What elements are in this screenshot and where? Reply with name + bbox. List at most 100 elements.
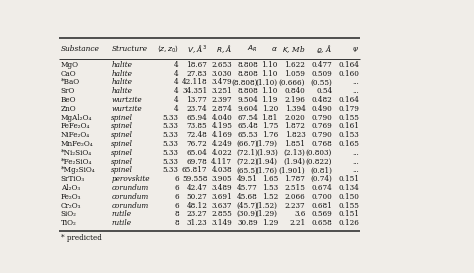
Text: ...: ... bbox=[352, 87, 359, 95]
Text: 3.030: 3.030 bbox=[212, 70, 232, 78]
Text: ...: ... bbox=[352, 166, 359, 174]
Text: 9.504: 9.504 bbox=[237, 96, 258, 104]
Text: corundum: corundum bbox=[111, 201, 149, 209]
Text: 0.790: 0.790 bbox=[311, 131, 332, 139]
Text: 1.53: 1.53 bbox=[262, 184, 278, 192]
Text: BeO: BeO bbox=[61, 96, 76, 104]
Text: corundum: corundum bbox=[111, 184, 149, 192]
Text: 1.52: 1.52 bbox=[262, 193, 278, 201]
Text: 5.33: 5.33 bbox=[163, 166, 179, 174]
Text: 1.622: 1.622 bbox=[284, 61, 305, 69]
Text: 6: 6 bbox=[174, 184, 179, 192]
Text: 1.65: 1.65 bbox=[262, 175, 278, 183]
Text: Substance: Substance bbox=[61, 45, 100, 53]
Text: (65.5): (65.5) bbox=[236, 166, 258, 174]
Text: 0.165: 0.165 bbox=[338, 140, 359, 148]
Text: 8.808: 8.808 bbox=[237, 87, 258, 95]
Text: 1.10: 1.10 bbox=[262, 87, 278, 95]
Text: 1.75: 1.75 bbox=[262, 122, 278, 130]
Text: spinel: spinel bbox=[111, 114, 133, 122]
Text: 73.85: 73.85 bbox=[187, 122, 207, 130]
Text: 4: 4 bbox=[174, 87, 179, 95]
Text: Fe₂O₃: Fe₂O₃ bbox=[61, 193, 81, 201]
Text: 1.823: 1.823 bbox=[284, 131, 305, 139]
Text: Cr₂O₃: Cr₂O₃ bbox=[61, 201, 81, 209]
Text: SrO: SrO bbox=[61, 87, 75, 95]
Text: (1.10): (1.10) bbox=[255, 79, 278, 87]
Text: 0.164: 0.164 bbox=[338, 96, 359, 104]
Text: 1.10: 1.10 bbox=[262, 61, 278, 69]
Text: SiO₂: SiO₂ bbox=[61, 210, 77, 218]
Text: (1.94): (1.94) bbox=[283, 158, 305, 166]
Text: 0.160: 0.160 bbox=[338, 70, 359, 78]
Text: (30.9): (30.9) bbox=[236, 210, 258, 218]
Text: 0.150: 0.150 bbox=[338, 193, 359, 201]
Text: 8.808: 8.808 bbox=[237, 61, 258, 69]
Text: halite: halite bbox=[111, 61, 132, 69]
Text: 2.855: 2.855 bbox=[211, 210, 232, 218]
Text: 1.20: 1.20 bbox=[262, 105, 278, 113]
Text: 1.10: 1.10 bbox=[262, 70, 278, 78]
Text: 2.066: 2.066 bbox=[284, 193, 305, 201]
Text: 3.489: 3.489 bbox=[212, 184, 232, 192]
Text: 42.47: 42.47 bbox=[187, 184, 207, 192]
Text: 48.12: 48.12 bbox=[186, 201, 207, 209]
Text: (0.666): (0.666) bbox=[279, 79, 305, 87]
Text: rutile: rutile bbox=[111, 219, 131, 227]
Text: spinel: spinel bbox=[111, 122, 133, 130]
Text: (0.822): (0.822) bbox=[306, 158, 332, 166]
Text: 1.059: 1.059 bbox=[284, 70, 305, 78]
Text: (0.81): (0.81) bbox=[310, 166, 332, 174]
Text: 2.653: 2.653 bbox=[212, 61, 232, 69]
Text: 45.77: 45.77 bbox=[237, 184, 258, 192]
Text: (1.94): (1.94) bbox=[256, 158, 278, 166]
Text: TiO₂: TiO₂ bbox=[61, 219, 77, 227]
Text: 0.674: 0.674 bbox=[311, 184, 332, 192]
Text: 5.33: 5.33 bbox=[163, 122, 179, 130]
Text: 2.874: 2.874 bbox=[211, 105, 232, 113]
Text: 0.179: 0.179 bbox=[338, 105, 359, 113]
Text: 23.27: 23.27 bbox=[187, 210, 207, 218]
Text: 0.769: 0.769 bbox=[311, 122, 332, 130]
Text: MnFe₂O₄: MnFe₂O₄ bbox=[61, 140, 93, 148]
Text: 0.161: 0.161 bbox=[338, 122, 359, 130]
Text: (72.1): (72.1) bbox=[236, 149, 258, 157]
Text: $K$, Mb: $K$, Mb bbox=[282, 44, 305, 55]
Text: (1.79): (1.79) bbox=[256, 140, 278, 148]
Text: 4.169: 4.169 bbox=[211, 131, 232, 139]
Text: 3.149: 3.149 bbox=[211, 219, 232, 227]
Text: 2.515: 2.515 bbox=[284, 184, 305, 192]
Text: 0.134: 0.134 bbox=[338, 184, 359, 192]
Text: (72.2): (72.2) bbox=[236, 158, 258, 166]
Text: 4.117: 4.117 bbox=[211, 158, 232, 166]
Text: *Mg₂SiO₄: *Mg₂SiO₄ bbox=[61, 166, 95, 174]
Text: 1.76: 1.76 bbox=[262, 131, 278, 139]
Text: 5.33: 5.33 bbox=[163, 140, 179, 148]
Text: 4: 4 bbox=[174, 79, 179, 87]
Text: 6: 6 bbox=[174, 193, 179, 201]
Text: 65.04: 65.04 bbox=[187, 149, 207, 157]
Text: corundum: corundum bbox=[111, 193, 149, 201]
Text: 0.840: 0.840 bbox=[284, 87, 305, 95]
Text: halite: halite bbox=[111, 87, 132, 95]
Text: 2.397: 2.397 bbox=[212, 96, 232, 104]
Text: 3.905: 3.905 bbox=[212, 175, 232, 183]
Text: 45.68: 45.68 bbox=[237, 193, 258, 201]
Text: 5.33: 5.33 bbox=[163, 131, 179, 139]
Text: 18.67: 18.67 bbox=[186, 61, 207, 69]
Text: 67.54: 67.54 bbox=[237, 114, 258, 122]
Text: 4.195: 4.195 bbox=[211, 122, 232, 130]
Text: 0.155: 0.155 bbox=[338, 201, 359, 209]
Text: FeFe₂O₄: FeFe₂O₄ bbox=[61, 122, 90, 130]
Text: 1.81: 1.81 bbox=[262, 114, 278, 122]
Text: 0.490: 0.490 bbox=[311, 105, 332, 113]
Text: ZnO: ZnO bbox=[61, 105, 76, 113]
Text: spinel: spinel bbox=[111, 131, 133, 139]
Text: Structure: Structure bbox=[111, 45, 147, 53]
Text: 72.48: 72.48 bbox=[187, 131, 207, 139]
Text: 0.477: 0.477 bbox=[311, 61, 332, 69]
Text: 23.74: 23.74 bbox=[187, 105, 207, 113]
Text: 65.48: 65.48 bbox=[237, 122, 258, 130]
Text: 0.658: 0.658 bbox=[311, 219, 332, 227]
Text: * predicted: * predicted bbox=[61, 234, 101, 242]
